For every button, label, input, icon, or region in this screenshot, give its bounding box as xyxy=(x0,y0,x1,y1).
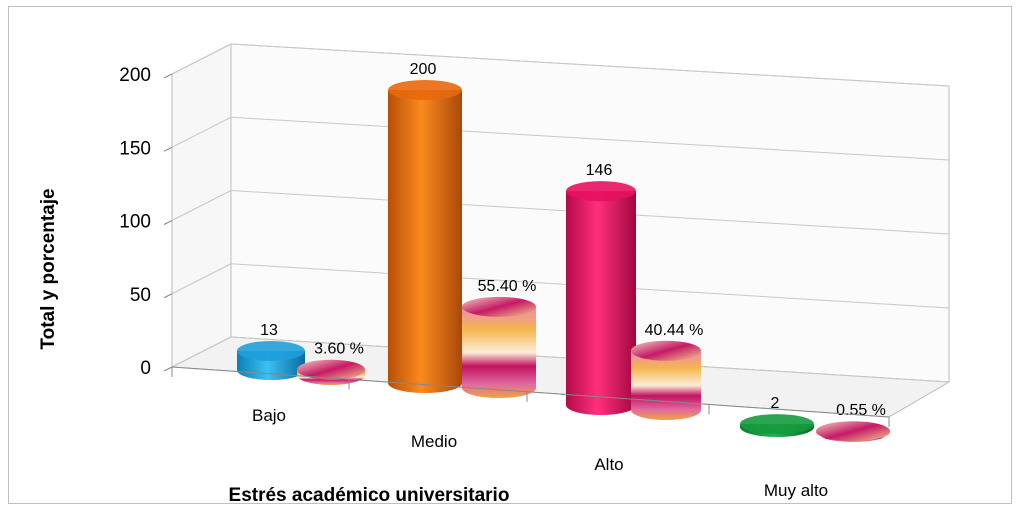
bar-top xyxy=(388,80,462,100)
bar-top xyxy=(462,296,536,317)
data-label: 40.44 % xyxy=(645,322,704,339)
y-tick-mark xyxy=(163,220,173,225)
gridline-side xyxy=(171,43,232,75)
y-axis-ticks: 0 50 100 150 200 xyxy=(119,65,173,379)
gridline-side xyxy=(171,263,232,295)
data-label: 0.55 % xyxy=(836,402,886,419)
y-tick-label: 150 xyxy=(119,138,151,159)
x-tick-label: Bajo xyxy=(252,406,286,425)
bar-top xyxy=(566,181,636,202)
bar-body xyxy=(462,306,536,398)
data-label: 200 xyxy=(410,61,437,78)
bar-body xyxy=(388,90,462,393)
x-axis-line xyxy=(171,366,890,418)
x-axis-title: Estrés académico universitario xyxy=(229,485,510,505)
bar-top xyxy=(631,340,701,361)
bar-alto-s0: 146 xyxy=(566,162,636,415)
y-tick-mark xyxy=(163,366,173,372)
bar-top xyxy=(297,359,365,380)
data-label: 146 xyxy=(586,162,613,179)
y-tick-label: 50 xyxy=(130,285,151,306)
chart-svg: 0 50 100 150 200 13 200 146 2 3.60 % 55.40 % 40.44… xyxy=(38,43,951,505)
gridline-side xyxy=(171,336,232,368)
bar-body xyxy=(631,350,701,420)
bar-top xyxy=(237,340,305,361)
data-label: 2 xyxy=(771,395,780,412)
bar-medio-s1: 55.40 % xyxy=(462,278,536,398)
gridline-side xyxy=(171,116,232,148)
bar-body xyxy=(566,191,636,415)
bar-bajo-s0: 13 xyxy=(237,322,305,380)
data-label: 3.60 % xyxy=(314,341,364,358)
gridline xyxy=(230,43,950,87)
x-tick-label: Medio xyxy=(411,432,457,451)
gridline xyxy=(230,116,950,161)
y-tick-mark xyxy=(163,293,173,299)
x-tick-label: Alto xyxy=(594,455,623,474)
bar-muy-alto-s0: 2 xyxy=(740,395,814,437)
gridline-side xyxy=(171,190,232,221)
y-axis-title: Total y porcentaje xyxy=(38,188,59,349)
bar-top xyxy=(740,414,814,435)
y-tick-label: 0 xyxy=(140,358,151,379)
bar-muy-alto-s1: 0.55 % xyxy=(816,402,890,442)
bar-top xyxy=(816,421,890,442)
data-label: 55.40 % xyxy=(478,278,537,295)
bar-bajo-s1: 3.60 % xyxy=(297,341,365,385)
x-axis-categories: Bajo Medio Alto Muy alto xyxy=(171,366,890,500)
bars: 13 200 146 2 3.60 % 55.40 % 40.44 % 0.55 % xyxy=(237,61,890,442)
x-tick-label: Muy alto xyxy=(764,481,828,500)
y-tick-label: 200 xyxy=(119,65,151,86)
chart-frame: 0 50 100 150 200 13 200 146 2 3.60 % 55.40 % 40.44… xyxy=(8,6,1012,505)
y-tick-label: 100 xyxy=(119,212,151,233)
y-tick-mark xyxy=(163,146,173,152)
y-tick-mark xyxy=(163,73,173,79)
bar-medio-s0: 200 xyxy=(388,61,462,393)
data-label: 13 xyxy=(260,322,278,339)
